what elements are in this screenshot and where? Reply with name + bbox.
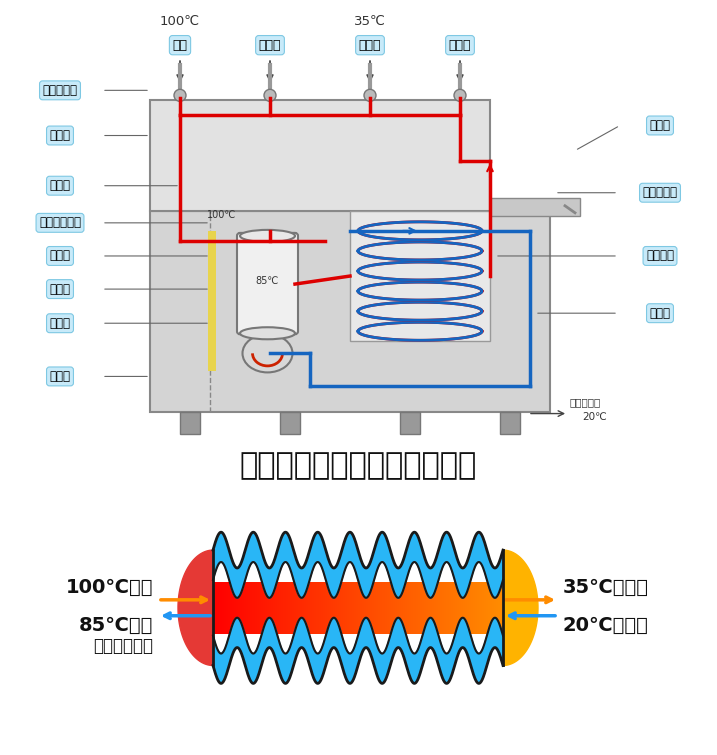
Text: 热交换器: 热交换器 [646,249,674,263]
Text: 排水口: 排水口 [49,370,70,383]
FancyBboxPatch shape [150,100,490,211]
Text: 水电联动阀: 水电联动阀 [42,84,77,97]
Text: 电磁阀: 电磁阀 [650,307,670,319]
Text: 20℃: 20℃ [582,411,607,421]
Circle shape [264,89,276,101]
Text: 100℃开水: 100℃开水 [65,578,153,597]
Bar [180,411,200,433]
Bar [500,411,520,433]
Text: 温开水: 温开水 [259,39,281,51]
Polygon shape [213,532,503,598]
Bar [208,231,216,371]
Text: 85℃热水: 85℃热水 [79,616,153,635]
FancyBboxPatch shape [490,198,580,216]
Bar [350,211,490,341]
Text: 发热管: 发热管 [49,282,70,296]
Text: 温开水: 温开水 [449,39,471,51]
Text: 20℃自来水: 20℃自来水 [563,616,649,635]
Circle shape [174,89,186,101]
Bar [400,411,420,433]
Text: 自来水进口: 自来水进口 [570,398,602,408]
Text: 35℃: 35℃ [354,15,386,28]
Text: 35℃温开水: 35℃温开水 [563,578,649,597]
Text: 85℃: 85℃ [255,276,279,286]
Text: 100℃: 100℃ [207,210,237,220]
Circle shape [364,89,376,101]
Text: 电控盒: 电控盒 [49,129,70,142]
Bar [280,411,300,433]
Text: 接水盆: 接水盆 [650,119,670,132]
Circle shape [454,89,466,101]
Polygon shape [503,550,538,665]
FancyBboxPatch shape [237,233,298,334]
Text: 电开水器水罐: 电开水器水罐 [39,217,81,230]
Ellipse shape [240,327,295,339]
Polygon shape [213,618,503,683]
Text: 净水器: 净水器 [49,317,70,330]
Text: 圣蓝常压式节能饮水机原理图: 圣蓝常压式节能饮水机原理图 [239,451,477,481]
Ellipse shape [240,230,295,242]
Polygon shape [178,550,213,665]
Text: 安全阀: 安全阀 [49,249,70,263]
Text: （无需用电）: （无需用电） [93,636,153,655]
Ellipse shape [242,334,293,372]
Text: 水温调节阀: 水温调节阀 [642,186,678,199]
Text: 温开水: 温开水 [358,39,381,51]
Text: 开水: 开水 [173,39,188,51]
FancyBboxPatch shape [150,211,550,411]
Text: 智能阀: 智能阀 [49,179,70,193]
Text: 100℃: 100℃ [160,15,200,28]
